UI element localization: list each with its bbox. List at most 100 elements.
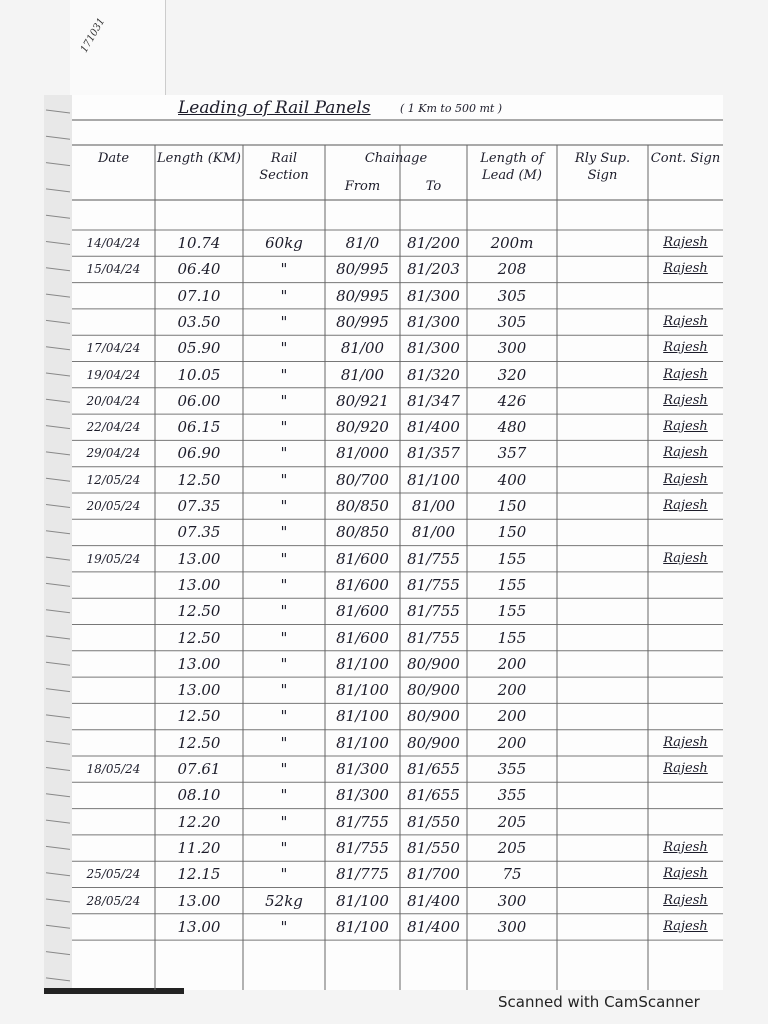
- table-cell: 80/900: [407, 681, 460, 700]
- table-cell: 81/755: [407, 575, 460, 594]
- table-cell: 03.50: [177, 312, 221, 331]
- table-cell: 200: [497, 654, 527, 673]
- footer: Scanned with CamScanner: [498, 993, 700, 1011]
- table-cell: 13.00: [177, 549, 221, 568]
- table-cell: 155: [497, 602, 527, 621]
- signature: Rajesh: [663, 892, 708, 908]
- subtitle: ( 1 Km to 500 mt ): [400, 102, 503, 115]
- table-cell: 355: [497, 760, 527, 778]
- table-cell: 06.40: [177, 260, 221, 279]
- table-cell: 155: [497, 628, 527, 647]
- rule-line: [45, 819, 71, 824]
- table-cell: 81/203: [407, 260, 460, 279]
- table-cell: 300: [497, 339, 527, 358]
- page-edge: [44, 988, 184, 994]
- table-cell: 60kg: [265, 234, 303, 252]
- table-cell: ": [280, 470, 288, 489]
- signature: Rajesh: [663, 498, 708, 513]
- table-cell: 28/05/24: [86, 893, 141, 908]
- table-cell: ": [280, 549, 288, 568]
- table-cell: 13.00: [177, 575, 221, 594]
- table-cell: 10.05: [177, 365, 221, 384]
- table-cell: 300: [497, 917, 527, 936]
- table-cell: 81/700: [407, 865, 460, 884]
- table-cell: ": [280, 786, 288, 805]
- table-cell: 20/04/24: [86, 393, 141, 408]
- table-cell: 81/00: [340, 339, 385, 358]
- table-cell: ": [280, 681, 288, 700]
- table-cell: 18/05/24: [86, 762, 141, 776]
- table-cell: 81/400: [407, 917, 460, 936]
- table-cell: 12/05/24: [86, 472, 141, 487]
- title: Leading of Rail Panels: [178, 98, 371, 118]
- rule-line: [45, 924, 71, 929]
- rule-line: [45, 162, 71, 167]
- table-cell: 81/100: [407, 470, 460, 489]
- rule-line: [45, 582, 71, 587]
- table-cell: ": [280, 812, 288, 831]
- signature: Rajesh: [663, 313, 708, 329]
- table-cell: 81/550: [407, 838, 460, 857]
- table-cell: 81/100: [336, 707, 389, 726]
- table-cell: 12.50: [177, 628, 221, 647]
- table-cell: 305: [497, 286, 527, 305]
- table-cell: 81/000: [336, 444, 389, 463]
- back-page: [70, 0, 166, 100]
- column-header: Length (KM): [157, 151, 241, 166]
- table-cell: 80/900: [407, 707, 460, 726]
- table-cell: ": [280, 628, 288, 647]
- table-cell: 80/920: [336, 418, 389, 437]
- rule-line: [45, 293, 71, 298]
- table-cell: 155: [497, 549, 527, 568]
- table-cell: ": [280, 865, 288, 884]
- table-cell: 07.61: [177, 760, 221, 778]
- table-cell: 150: [497, 523, 527, 542]
- table-cell: 81/600: [336, 575, 389, 594]
- rule-line: [45, 477, 71, 482]
- table-cell: 81/100: [336, 733, 389, 752]
- rule-line: [45, 346, 71, 351]
- signature: Rajesh: [663, 918, 708, 934]
- rule-line: [45, 635, 71, 640]
- table-cell: 81/100: [336, 891, 389, 910]
- table-cell: 81/300: [407, 312, 460, 331]
- paper: [72, 95, 723, 990]
- table-cell: 80/850: [336, 497, 389, 515]
- table-cell: 08.10: [177, 786, 221, 805]
- column-header: Cont. Sign: [650, 151, 721, 166]
- rule-line: [45, 530, 71, 535]
- rule-line: [45, 135, 71, 140]
- rule-line: [45, 188, 71, 193]
- table-cell: ": [280, 365, 288, 384]
- table-cell: 81/755: [407, 628, 460, 647]
- rule-line: [45, 714, 71, 719]
- table-cell: 81/755: [407, 549, 460, 568]
- rule-line: [45, 398, 71, 403]
- table-cell: ": [280, 575, 288, 594]
- table-cell: 80/900: [407, 733, 460, 752]
- table-cell: 81/100: [336, 681, 389, 700]
- signature: Rajesh: [663, 550, 708, 566]
- table-cell: 81/300: [336, 786, 389, 805]
- rule-line: [45, 977, 71, 982]
- rule-line: [45, 372, 71, 377]
- table-cell: 81/600: [336, 602, 389, 621]
- signature: Rajesh: [663, 235, 708, 250]
- table-cell: ": [280, 391, 288, 410]
- table-cell: 12.50: [177, 733, 221, 752]
- table-cell: 13.00: [177, 891, 221, 910]
- table-cell: 81/600: [336, 549, 389, 568]
- table-cell: ": [280, 339, 288, 358]
- signature: Rajesh: [663, 734, 708, 750]
- table-cell: ": [280, 286, 288, 305]
- table-cell: 12.50: [177, 602, 221, 621]
- signature: Rajesh: [663, 761, 708, 776]
- table-cell: ": [280, 760, 288, 778]
- table-cell: 06.00: [177, 391, 221, 410]
- column-header: Date: [97, 151, 130, 166]
- table-cell: 81/00: [411, 497, 456, 515]
- table-cell: 05.90: [177, 339, 221, 358]
- table-cell: 22/04/24: [86, 420, 141, 435]
